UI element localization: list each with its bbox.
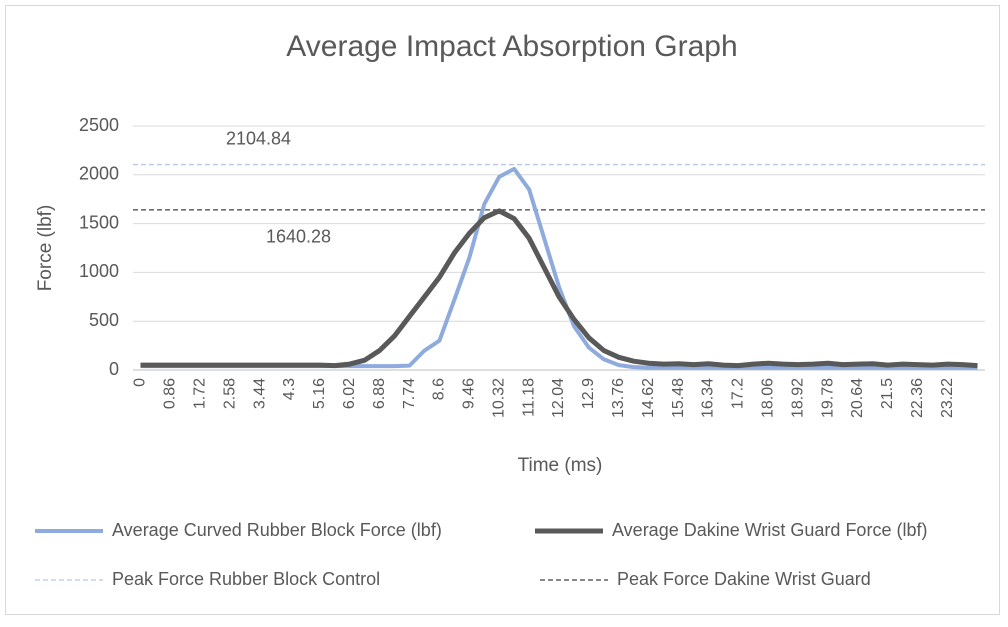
x-tick-label: 18.92 bbox=[789, 378, 806, 418]
x-tick-label: 19.78 bbox=[819, 378, 836, 418]
x-tick-label: 13.76 bbox=[610, 378, 627, 418]
x-tick-label: 9.46 bbox=[461, 378, 478, 409]
y-tick-label: 500 bbox=[89, 310, 119, 330]
reference-label: 2104.84 bbox=[226, 128, 291, 148]
y-tick-label: 0 bbox=[109, 359, 119, 379]
legend-label: Peak Force Rubber Block Control bbox=[112, 569, 380, 589]
x-tick-label: 15.48 bbox=[670, 378, 687, 418]
x-tick-label: 5.16 bbox=[311, 378, 328, 409]
y-axis-title: Force (lbf) bbox=[35, 205, 56, 292]
y-tick-label: 1000 bbox=[79, 261, 119, 281]
x-tick-label: 12.04 bbox=[550, 378, 567, 418]
x-tick-label: 14.62 bbox=[640, 378, 657, 418]
chart-title: Average Impact Absorption Graph bbox=[286, 30, 737, 63]
x-tick-label: 2.58 bbox=[221, 378, 238, 409]
x-tick-label: 17.2 bbox=[730, 378, 747, 409]
x-axis-title: Time (ms) bbox=[518, 455, 603, 476]
x-tick-label: 4.3 bbox=[281, 378, 298, 400]
x-tick-label: 3.44 bbox=[251, 378, 268, 409]
legend-label: Average Dakine Wrist Guard Force (lbf) bbox=[612, 520, 927, 540]
chart-border bbox=[5, 5, 1000, 615]
x-tick-label: 23.22 bbox=[939, 378, 956, 418]
x-tick-label: 0.86 bbox=[162, 378, 179, 409]
x-tick-label: 6.02 bbox=[341, 378, 358, 409]
y-tick-label: 2000 bbox=[79, 164, 119, 184]
legend-label: Average Curved Rubber Block Force (lbf) bbox=[112, 520, 442, 540]
reference-label: 1640.28 bbox=[266, 227, 331, 247]
series-line bbox=[140, 208, 978, 369]
x-tick-label: 6.88 bbox=[371, 378, 388, 409]
x-tick-label: 21.5 bbox=[879, 378, 896, 409]
legend-label: Peak Force Dakine Wrist Guard bbox=[617, 569, 871, 589]
x-tick-label: 11.18 bbox=[520, 378, 537, 417]
y-tick-label: 2500 bbox=[79, 115, 119, 135]
x-tick-label: 1.72 bbox=[192, 378, 209, 409]
x-tick-label: 10.32 bbox=[490, 378, 507, 418]
y-tick-label: 1500 bbox=[79, 212, 119, 232]
x-tick-label: 18.06 bbox=[759, 378, 776, 418]
x-tick-label: 7.74 bbox=[401, 378, 418, 409]
x-tick-label: 0 bbox=[132, 378, 149, 387]
x-tick-label: 8.6 bbox=[431, 378, 448, 400]
x-tick-label: 22.36 bbox=[909, 378, 926, 418]
x-tick-label: 20.64 bbox=[849, 378, 866, 418]
x-tick-label: 12.9 bbox=[580, 378, 597, 409]
x-tick-label: 16.34 bbox=[700, 378, 717, 418]
